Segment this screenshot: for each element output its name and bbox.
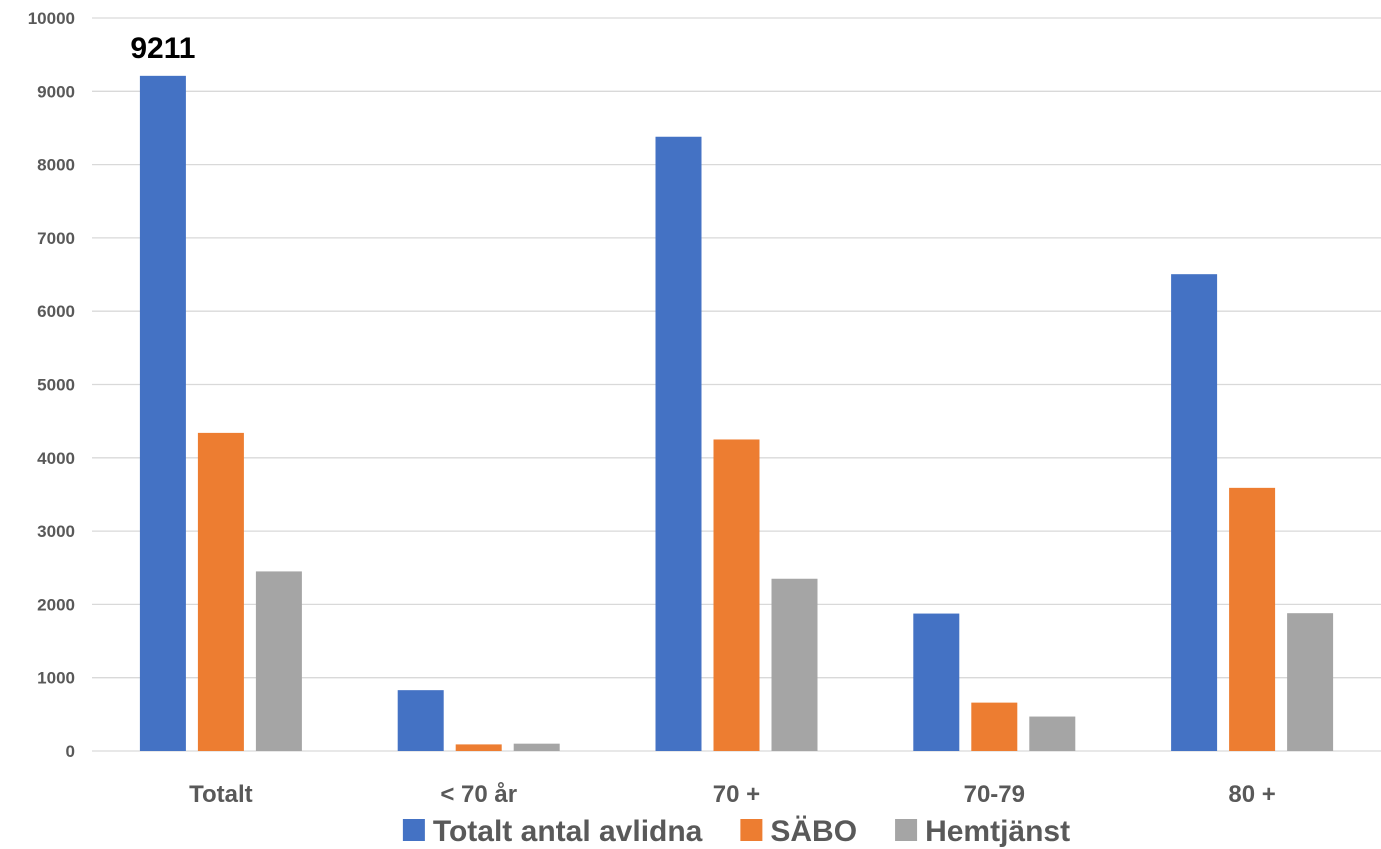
bar: [1171, 274, 1218, 751]
bar: [1287, 613, 1334, 751]
legend-label: Totalt antal avlidna: [433, 815, 703, 848]
bar: [771, 578, 818, 751]
bars: [139, 75, 1334, 752]
y-tick-label: 9000: [37, 82, 75, 101]
y-tick-label: 7000: [37, 229, 75, 248]
bar: [255, 571, 302, 751]
bar: [655, 136, 702, 752]
y-tick-label: 4000: [37, 449, 75, 468]
bar: [397, 690, 444, 751]
legend-swatch: [402, 819, 425, 841]
legend-label: SÄBO: [770, 815, 857, 848]
legend-swatch: [740, 819, 763, 841]
bar: [713, 439, 760, 751]
category-label: 80 +: [1228, 781, 1275, 808]
x-axis-categories: Totalt < 70 år 70 + 70-79 80 +: [189, 781, 1276, 808]
y-tick-label: 2000: [37, 595, 75, 614]
bar: [913, 613, 960, 751]
y-tick-label: 0: [66, 742, 75, 761]
bar: [197, 432, 244, 751]
category-label: 70-79: [964, 781, 1025, 808]
bar: [139, 75, 186, 752]
y-tick-label: 6000: [37, 302, 75, 321]
category-label: < 70 år: [440, 781, 517, 808]
y-tick-label: 5000: [37, 376, 75, 395]
y-tick-label: 10000: [28, 9, 75, 28]
y-tick-label: 8000: [37, 156, 75, 175]
y-tick-label: 3000: [37, 522, 75, 541]
y-tick-label: 1000: [37, 669, 75, 688]
data-labels: 9211: [130, 32, 195, 65]
bar: [971, 702, 1018, 751]
category-label: Totalt: [189, 781, 253, 808]
legend: Totalt antal avlidna SÄBO Hemtjänst: [402, 815, 1070, 848]
bar: [1229, 487, 1276, 751]
bar: [1029, 716, 1076, 751]
category-label: 70 +: [713, 781, 760, 808]
legend-swatch: [895, 819, 918, 841]
data-label: 9211: [130, 32, 195, 65]
bar: [513, 743, 560, 751]
legend-label: Hemtjänst: [925, 815, 1070, 848]
bar: [455, 744, 502, 751]
y-axis-ticks: 0 1000 2000 3000 4000 5000 6000 7000 8000 9000 100…: [28, 9, 75, 761]
